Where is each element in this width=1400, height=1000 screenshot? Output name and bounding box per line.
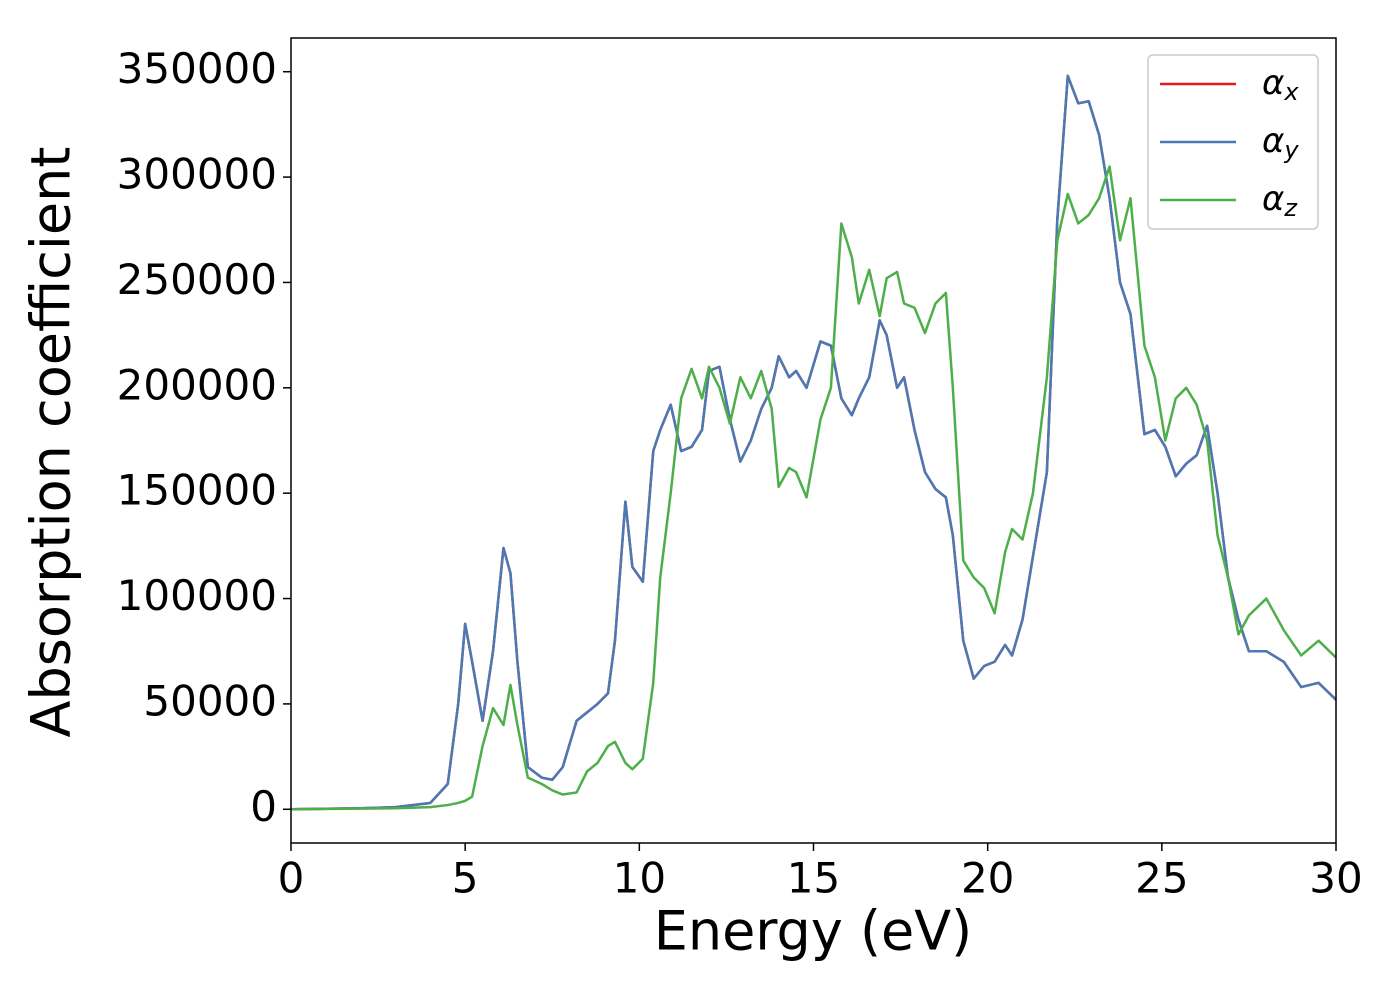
- data-line: [290, 74, 1337, 811]
- legend-label: αx: [1262, 63, 1299, 107]
- y-tick-label: 100000: [117, 571, 277, 620]
- legend: αx αy αz: [1147, 54, 1319, 230]
- x-axis-label: Energy (eV): [654, 900, 973, 963]
- y-axis-label: Absorption coefficient: [20, 147, 83, 738]
- y-tick-label: 350000: [117, 44, 277, 93]
- y-tick-label: 200000: [117, 360, 277, 409]
- plot-frame: [290, 37, 1337, 844]
- y-tick-label: 50000: [143, 676, 277, 725]
- x-tick-label: 20: [961, 854, 1014, 903]
- legend-label: αy: [1262, 121, 1299, 165]
- x-tick-label: 5: [452, 854, 479, 903]
- x-tick-label: 15: [787, 854, 840, 903]
- x-tick-label: 25: [1135, 854, 1188, 903]
- y-tick-label: 0: [250, 782, 277, 831]
- legend-label: αz: [1262, 179, 1298, 223]
- y-tick-label: 250000: [117, 255, 277, 304]
- x-tick-label: 30: [1309, 854, 1362, 903]
- x-tick-label: 0: [278, 854, 305, 903]
- y-tick-label: 300000: [117, 150, 277, 199]
- data-line: [290, 165, 1337, 811]
- x-tick-label: 10: [613, 854, 666, 903]
- y-tick-label: 150000: [117, 466, 277, 515]
